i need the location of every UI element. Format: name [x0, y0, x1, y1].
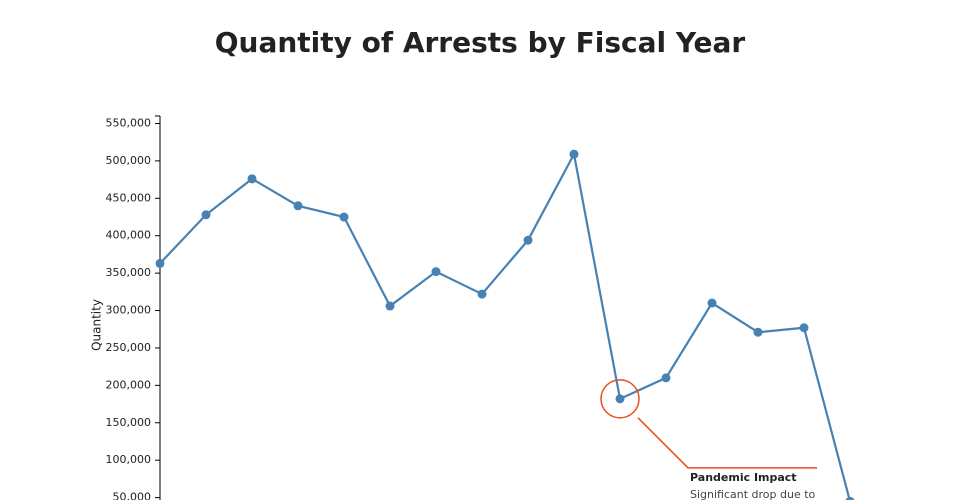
point — [523, 235, 533, 245]
y-tick-label: 300,000 — [106, 304, 152, 317]
point — [155, 258, 165, 268]
point — [477, 289, 487, 299]
annotation-text: Significant drop due to — [690, 488, 816, 500]
chart-title: Quantity of Arrests by Fiscal Year — [215, 26, 746, 59]
y-tick-label: 550,000 — [106, 116, 152, 129]
y-tick-label: 350,000 — [106, 266, 152, 279]
point — [247, 174, 257, 184]
point — [339, 212, 349, 222]
point — [799, 323, 809, 333]
point — [661, 373, 671, 383]
point — [569, 149, 579, 159]
y-tick-label: 250,000 — [106, 341, 152, 354]
point — [753, 327, 763, 337]
annotation-title: Pandemic Impact — [690, 471, 797, 484]
point — [845, 496, 855, 500]
y-tick-label: 50,000 — [113, 491, 152, 500]
point — [615, 394, 625, 404]
y-tick-label: 450,000 — [106, 191, 152, 204]
y-tick-label: 150,000 — [106, 416, 152, 429]
point — [707, 298, 717, 308]
line — [159, 150, 851, 500]
y-tick-label: 200,000 — [106, 378, 152, 391]
annotation-connector — [637, 417, 817, 469]
y-axis-label: Quantity — [90, 299, 104, 351]
annotation-circle — [600, 379, 640, 419]
y-tick-label: 500,000 — [106, 154, 152, 167]
y-tick-label: 100,000 — [106, 453, 152, 466]
point — [431, 267, 441, 277]
point — [385, 301, 395, 311]
point — [201, 210, 211, 220]
y-tick-label: 400,000 — [106, 229, 152, 242]
point — [293, 201, 303, 211]
